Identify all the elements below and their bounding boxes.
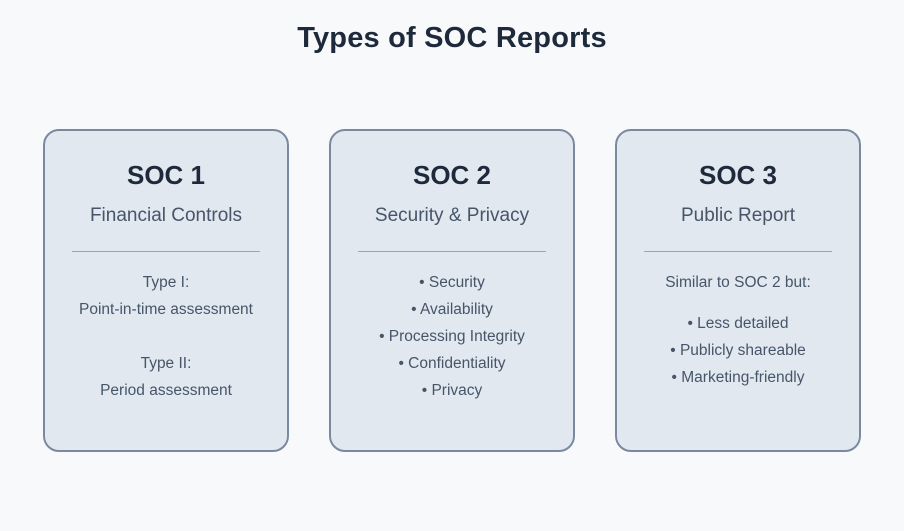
soc2-bullet-confidentiality: • Confidentiality (398, 355, 506, 372)
soc2-bullet-processing-integrity: • Processing Integrity (379, 328, 525, 345)
soc1-type1-desc: Point-in-time assessment (78, 301, 253, 318)
card-soc2-subheading: Security & Privacy (374, 205, 530, 226)
soc2-bullet-privacy: • Privacy (421, 382, 483, 399)
card-soc1-body: Type I: Point-in-time assessment Type II… (45, 269, 287, 404)
cards-row: SOC 1 Financial Controls Type I: Point-i… (0, 129, 904, 452)
card-soc2-divider (357, 251, 547, 252)
soc1-type2-label: Type II: (140, 355, 192, 372)
soc2-bullet-security: • Security (419, 274, 485, 291)
soc1-type2-desc: Period assessment (100, 382, 232, 399)
card-soc2-body: • Security • Availability • Processing I… (331, 269, 573, 404)
card-soc1-divider (71, 251, 261, 252)
card-soc1-subheading: Financial Controls (89, 205, 243, 226)
soc3-bullets: • Less detailed • Publicly shareable • M… (617, 310, 859, 391)
card-soc3-body: Similar to SOC 2 but: • Less detailed • … (617, 269, 859, 391)
card-soc1: SOC 1 Financial Controls Type I: Point-i… (43, 129, 289, 452)
card-soc1-heading: SOC 1 (126, 160, 206, 190)
soc3-intro: Similar to SOC 2 but: (665, 274, 811, 291)
soc3-bullet-publicly-shareable: • Publicly shareable (670, 342, 806, 359)
card-soc2: SOC 2 Security & Privacy • Security • Av… (329, 129, 575, 452)
page-title: Types of SOC Reports (297, 22, 607, 54)
card-soc3-divider (643, 251, 833, 252)
soc3-bullet-marketing-friendly: • Marketing-friendly (671, 369, 805, 386)
soc2-bullet-availability: • Availability (411, 301, 493, 318)
card-soc3: SOC 3 Public Report Similar to SOC 2 but… (615, 129, 861, 452)
soc1-type1-label: Type I: (142, 274, 190, 291)
card-soc3-subheading: Public Report (680, 205, 796, 226)
card-soc2-heading: SOC 2 (412, 160, 492, 190)
card-soc3-heading: SOC 3 (698, 160, 778, 190)
soc3-bullet-less-detailed: • Less detailed (687, 315, 789, 332)
